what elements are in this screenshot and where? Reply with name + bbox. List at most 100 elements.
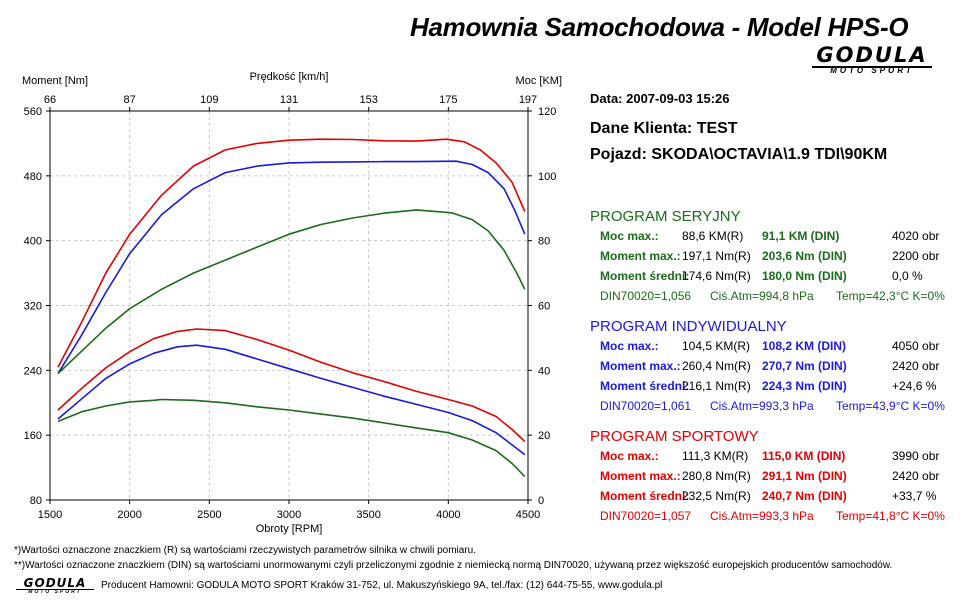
program-row: Moc max.: 88,6 KM(R) 91,1 KM (DIN) 4020 obr [590, 227, 970, 247]
program-extra: 2420 obr [892, 359, 940, 373]
program-din: 291,1 Nm (DIN) [762, 469, 847, 483]
program-r: 197,1 Nm(R) [682, 249, 751, 263]
right-tick-label: 40 [538, 365, 550, 377]
top-tick-label: 197 [519, 94, 537, 106]
program-block: PROGRAM INDYWIDUALNY Moc max.: 104,5 KM(R)… [590, 317, 970, 417]
x-tick-label: 4000 [436, 509, 460, 521]
program-label: Moc max.: [600, 229, 659, 243]
x-tick-label: 3500 [356, 509, 380, 521]
x-tick-label: 2500 [197, 509, 221, 521]
top-tick-label: 87 [124, 94, 136, 106]
program-label: Moment max.: [600, 249, 681, 263]
series-line-torque-0 [57, 328, 526, 443]
logo-subtext: MOTO SPORT [830, 66, 914, 75]
vehicle-name: Pojazd: SKODA\OCTAVIA\1.9 TDI\90KM [590, 146, 888, 163]
x-tick-label: 4500 [516, 509, 540, 521]
x-axis-title: Obroty [RPM] [256, 523, 323, 535]
footnote-din: **)Wartości oznaczone znaczkiem (DIN) są… [14, 560, 893, 571]
program-extra: 2200 obr [892, 249, 940, 263]
top-tick-label: 109 [200, 94, 218, 106]
program-din-row: DIN70020=1,056 Ciś.Atm=994,8 hPa Temp=42,3… [590, 287, 970, 307]
program-label: Moc max.: [600, 339, 659, 353]
series-line-power-3 [57, 138, 526, 368]
left-tick-label: 240 [24, 365, 42, 377]
program-r: 88,6 KM(R) [682, 229, 744, 243]
left-axis-title: Moment [Nm] [22, 75, 88, 87]
top-tick-label: 153 [359, 94, 377, 106]
program-din: 91,1 KM (DIN) [762, 229, 840, 243]
program-din-b: Ciś.Atm=993,3 hPa [710, 399, 814, 413]
program-din: 203,6 Nm (DIN) [762, 249, 847, 263]
measurement-date: Data: 2007-09-03 15:26 [590, 91, 730, 106]
right-tick-label: 120 [538, 106, 556, 118]
program-title: PROGRAM SPORTOWY [590, 428, 759, 445]
x-tick-label: 1500 [38, 509, 62, 521]
program-extra: 4050 obr [892, 339, 940, 353]
program-din: 270,7 Nm (DIN) [762, 359, 847, 373]
program-din-c: Temp=43,9°C K=0% [836, 399, 945, 413]
logo-text: GODULA [812, 44, 932, 68]
program-r: 174,6 Nm(R) [682, 269, 751, 283]
program-label: Moment średni: [600, 269, 690, 283]
footer-logo-subtext: MOTO SPORT [28, 589, 82, 595]
program-r: 111,3 KM(R) [682, 449, 749, 463]
program-din-a: DIN70020=1,061 [600, 399, 692, 413]
x-tick-label: 3000 [277, 509, 301, 521]
program-din-row: DIN70020=1,061 Ciś.Atm=993,3 hPa Temp=43,9… [590, 397, 970, 417]
left-tick-label: 80 [30, 495, 42, 507]
program-r: 104,5 KM(R) [682, 339, 751, 353]
program-label: Moment max.: [600, 359, 681, 373]
program-din-c: Temp=42,3°C K=0% [836, 289, 945, 303]
producer-info: Producent Hamowni: GODULA MOTO SPORT Kra… [101, 580, 663, 591]
right-tick-label: 60 [538, 301, 550, 313]
program-extra: +33,7 % [892, 489, 937, 503]
left-tick-label: 320 [24, 301, 42, 313]
program-din: 108,2 KM (DIN) [762, 339, 847, 353]
program-row: Moment max.: 260,4 Nm(R) 270,7 Nm (DIN) 242… [590, 357, 970, 377]
x-tick-label: 2000 [117, 509, 141, 521]
program-row: Moc max.: 104,5 KM(R) 108,2 KM (DIN) 4050 o… [590, 337, 970, 357]
series-line-power-4 [57, 160, 526, 375]
program-r: 232,5 Nm(R) [682, 489, 751, 503]
left-tick-label: 400 [24, 236, 42, 248]
top-axis-title: Prędkość [km/h] [250, 71, 329, 83]
right-tick-label: 80 [538, 236, 550, 248]
program-din: 180,0 Nm (DIN) [762, 269, 847, 283]
program-din: 240,7 Nm (DIN) [762, 489, 847, 503]
program-row: Moc max.: 111,3 KM(R) 115,0 KM (DIN) 3990 o… [590, 447, 970, 467]
program-extra: +24,6 % [892, 379, 937, 393]
program-row: Moment średni: 174,6 Nm(R) 180,0 Nm (DIN) 0… [590, 267, 970, 287]
footer-logo-text: GODULA [16, 577, 94, 590]
footer-logo: GODULA MOTO SPORT [16, 577, 94, 595]
program-din-c: Temp=41,8°C K=0% [836, 509, 945, 523]
program-din: 115,0 KM (DIN) [762, 449, 846, 463]
program-din-a: DIN70020=1,057 [600, 509, 692, 523]
program-label: Moc max.: [600, 449, 659, 463]
right-tick-label: 0 [538, 495, 544, 507]
program-row: Moment max.: 280,8 Nm(R) 291,1 Nm (DIN) 242… [590, 467, 970, 487]
program-din-b: Ciś.Atm=994,8 hPa [710, 289, 814, 303]
program-r: 260,4 Nm(R) [682, 359, 751, 373]
left-tick-label: 560 [24, 106, 42, 118]
series-line-torque-2 [57, 398, 526, 478]
series-line-torque-1 [57, 344, 526, 456]
left-tick-label: 160 [24, 430, 42, 442]
program-extra: 4020 obr [892, 229, 940, 243]
program-din-a: DIN70020=1,056 [600, 289, 692, 303]
program-din: 224,3 Nm (DIN) [762, 379, 847, 393]
series-line-power-5 [57, 209, 526, 375]
program-din-row: DIN70020=1,057 Ciś.Atm=993,3 hPa Temp=41,8… [590, 507, 970, 527]
left-tick-label: 480 [24, 171, 42, 183]
program-r: 280,8 Nm(R) [682, 469, 751, 483]
godula-logo: GODULA MOTO SPORT [812, 44, 932, 75]
program-label: Moment max.: [600, 469, 681, 483]
right-axis-title: Moc [KM] [516, 75, 562, 87]
top-tick-label: 66 [44, 94, 56, 106]
top-tick-label: 175 [439, 94, 457, 106]
program-title: PROGRAM INDYWIDUALNY [590, 318, 787, 335]
program-row: Moment średni: 232,5 Nm(R) 240,7 Nm (DIN) +… [590, 487, 970, 507]
program-extra: 3990 obr [892, 449, 940, 463]
program-extra: 2420 obr [892, 469, 940, 483]
program-row: Moment max.: 197,1 Nm(R) 203,6 Nm (DIN) 220… [590, 247, 970, 267]
